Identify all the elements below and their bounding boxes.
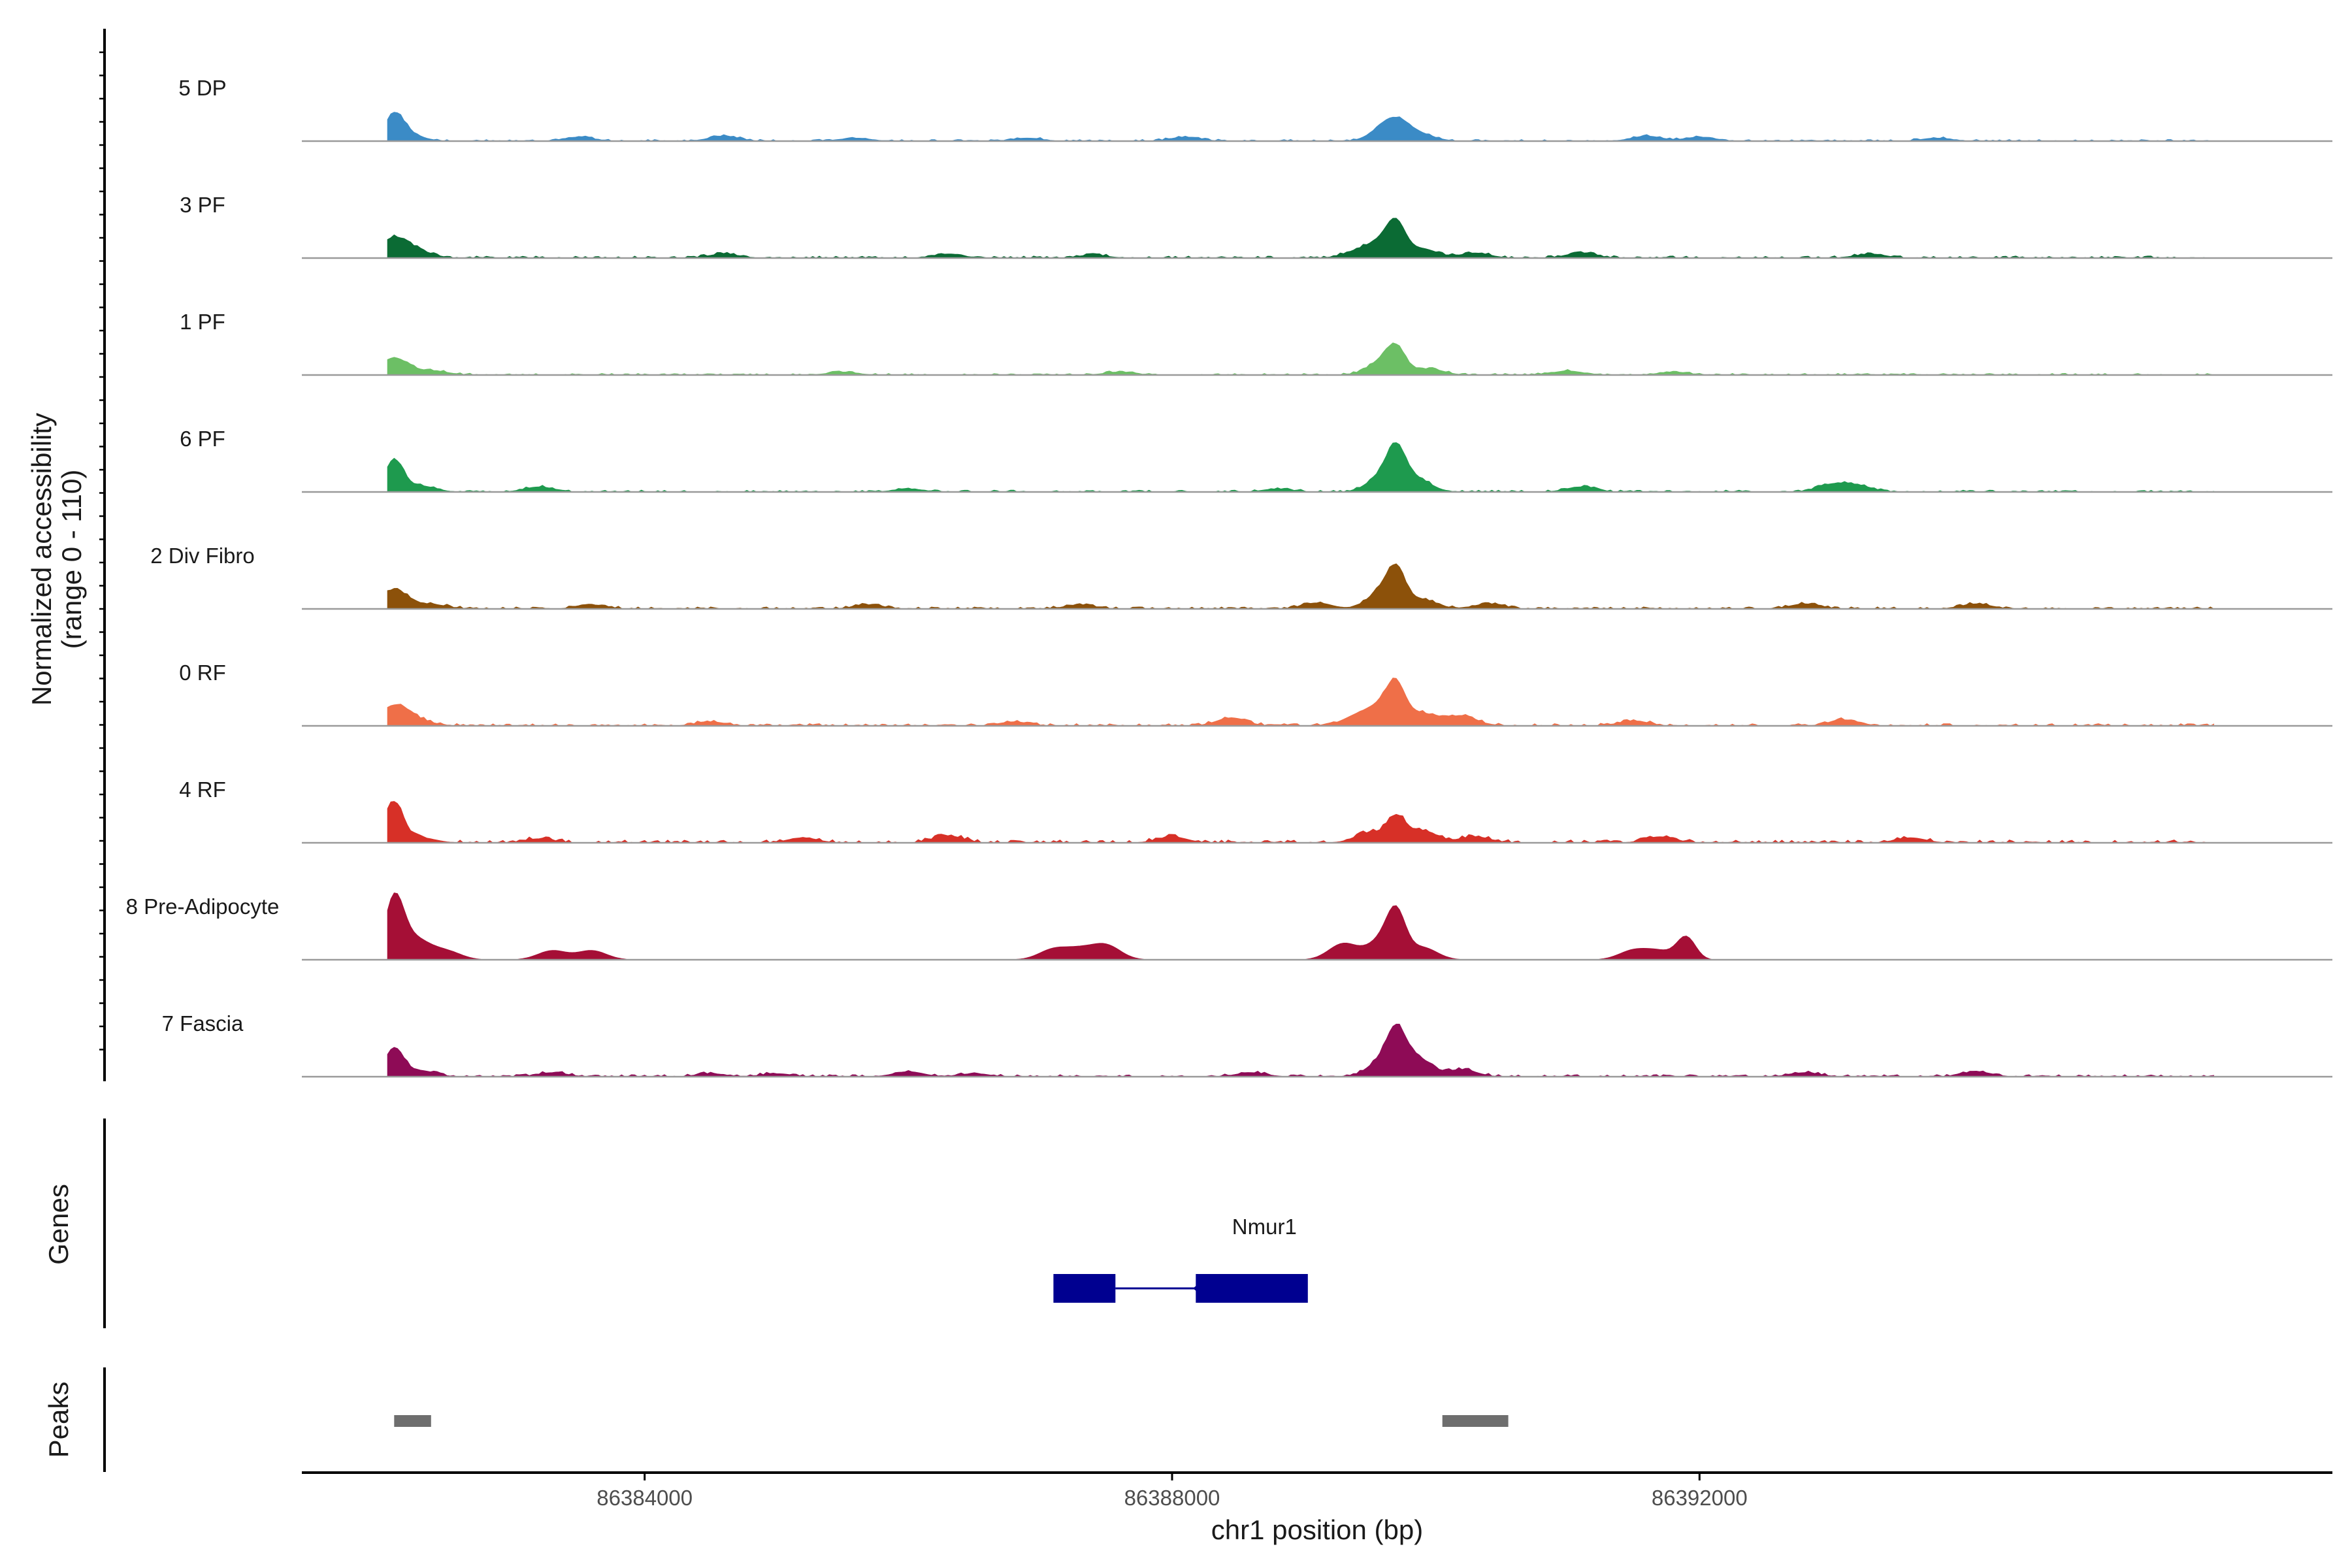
y-axis-title-line2: (range 0 - 110) [56, 470, 87, 649]
coverage-area [387, 112, 2214, 142]
x-axis-title: chr1 position (bp) [1211, 1514, 1424, 1545]
track-3: 1 PF [180, 310, 2332, 376]
track-label: 8 Pre-Adipocyte [126, 894, 280, 919]
track-label: 6 PF [180, 427, 225, 451]
x-ticks: 86384000 86388000 86392000 [596, 1473, 1748, 1510]
track-8: 8 Pre-Adipocyte [126, 892, 2332, 961]
gene-name-label: Nmur1 [1232, 1215, 1297, 1239]
track-2: 3 PF [180, 193, 2332, 259]
x-tick-label: 86384000 [596, 1486, 693, 1510]
track-7: 4 RF [179, 777, 2332, 844]
gene-exon-2 [1196, 1274, 1308, 1303]
coverage-area [387, 442, 2214, 493]
coverage-area [387, 563, 2215, 610]
coverage-area [387, 218, 2214, 259]
track-1: 5 DP [178, 76, 2332, 142]
peaks-panel: Peaks [43, 1367, 1509, 1472]
coverage-area [387, 1024, 2214, 1077]
y-axis-title-line1: Normalized accessibility [26, 413, 57, 706]
track-label: 2 Div Fibro [150, 544, 255, 568]
track-label: 5 DP [178, 76, 226, 100]
gene-exon-1 [1053, 1274, 1116, 1303]
coverage-area [387, 678, 2214, 727]
track-label: 3 PF [180, 193, 225, 217]
coverage-area [387, 801, 2214, 843]
track-label: 4 RF [179, 777, 226, 802]
track-5: 2 Div Fibro [150, 544, 2332, 610]
track-label: 1 PF [180, 310, 225, 334]
track-label: 0 RF [179, 661, 226, 685]
peak-regions [394, 1415, 1509, 1427]
genes-panel-label: Genes [43, 1184, 74, 1265]
track-4: 6 PF [180, 427, 2332, 493]
track-6: 0 RF [179, 661, 2332, 727]
genes-panel: Genes Nmur1 [43, 1119, 1308, 1328]
peaks-panel-label: Peaks [43, 1382, 74, 1458]
coverage-panel: Normalized accessibility (range 0 - 110)… [26, 29, 2332, 1081]
coverage-area [387, 892, 2214, 960]
x-axis: 86384000 86388000 86392000 chr1 position (… [302, 1471, 2332, 1545]
gene-model: Nmur1 [1053, 1215, 1308, 1303]
track-9: 7 Fascia [162, 1011, 2332, 1078]
track-label: 7 Fascia [162, 1011, 244, 1036]
x-tick-label: 86392000 [1652, 1486, 1748, 1510]
x-tick-label: 86388000 [1124, 1486, 1220, 1510]
coverage-y-ticks [99, 51, 105, 1051]
peak-region-2 [1442, 1415, 1509, 1427]
coverage-tracks: 5 DP 3 PF 1 PF 6 PF 2 Div Fibro 0 RF 4 RF 8 Pre… [126, 76, 2332, 1078]
coverage-area [387, 342, 2214, 376]
peak-region-1 [394, 1415, 431, 1427]
